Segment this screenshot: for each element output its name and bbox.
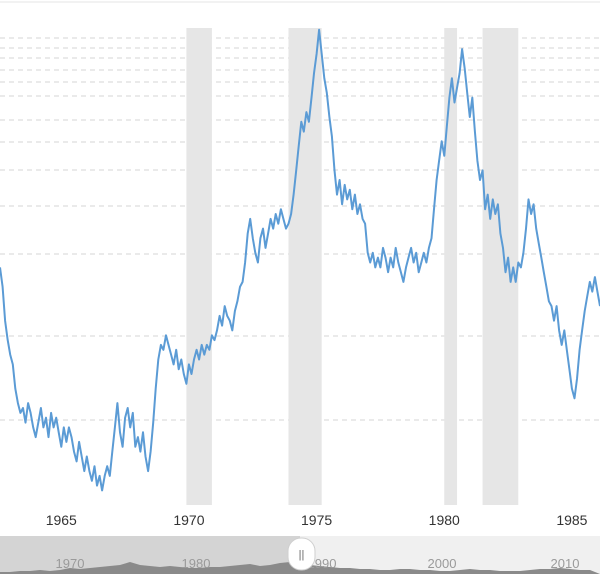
line-chart: 1965 1970 1975 1980 1985 [0,1,600,528]
navigator-year-label: 2010 [551,556,580,571]
recession-band [444,28,458,505]
navigator-handle-grip: || [299,549,305,561]
x-tick-label: 1965 [46,512,77,528]
x-tick-label: 1980 [429,512,460,528]
navigator-right-mask [300,536,600,574]
navigator-year-label: 2000 [428,556,457,571]
recession-band [288,28,322,505]
recession-band [482,28,519,505]
x-tick-label: 1970 [173,512,204,528]
series-layer [0,28,600,492]
navigator-year-labels: 1970 1980 1990 2000 2010 [56,556,580,571]
range-navigator[interactable]: 1970 1980 1990 2000 2010 || [0,532,600,585]
navigator-handle[interactable] [287,537,316,571]
series-line [0,28,600,492]
x-tick-label: 1975 [301,512,332,528]
recession-bands [186,28,519,505]
x-tick-label: 1985 [556,512,587,528]
navigator-year-label: 1970 [56,556,85,571]
navigator-year-label: 1980 [182,556,211,571]
recession-band [186,28,212,505]
x-axis: 1965 1970 1975 1980 1985 [46,512,588,528]
